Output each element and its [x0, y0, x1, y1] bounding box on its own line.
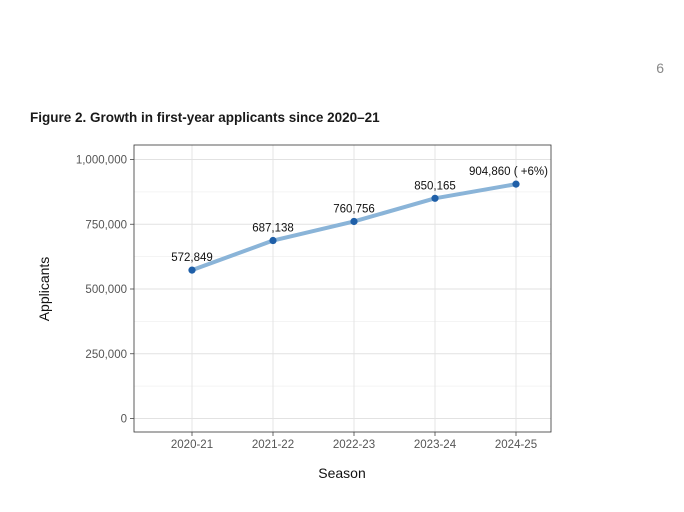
figure-title: Figure 2. Growth in first-year applicant…	[30, 110, 380, 125]
data-label: 687,138	[252, 223, 294, 235]
data-label: 850,165	[414, 180, 456, 192]
data-point	[512, 180, 520, 188]
y-tick-label: 250,000	[85, 349, 127, 361]
y-axis-title: Applicants	[36, 257, 52, 322]
data-label: 572,849	[171, 252, 213, 264]
x-tick-label: 2020-21	[171, 439, 213, 451]
data-point	[188, 266, 196, 274]
y-tick-label: 0	[121, 414, 127, 426]
data-point	[431, 194, 439, 202]
x-tick-label: 2024-25	[495, 439, 537, 451]
data-point	[269, 236, 277, 245]
y-tick-label: 1,000,000	[76, 155, 127, 167]
x-tick-label: 2021-22	[252, 439, 294, 451]
plot-panel-border	[133, 144, 552, 433]
x-tick-label: 2022-23	[333, 439, 375, 451]
y-tick-label: 750,000	[85, 219, 127, 231]
y-tick-label: 500,000	[85, 284, 127, 296]
x-tick-label: 2023-24	[414, 439, 457, 451]
data-point	[350, 217, 358, 226]
x-axis-title: Season	[318, 465, 365, 481]
data-label: 760,756	[333, 203, 375, 215]
data-label: 904,860 ( +6%)	[469, 166, 548, 178]
page-number: 6	[656, 60, 664, 76]
